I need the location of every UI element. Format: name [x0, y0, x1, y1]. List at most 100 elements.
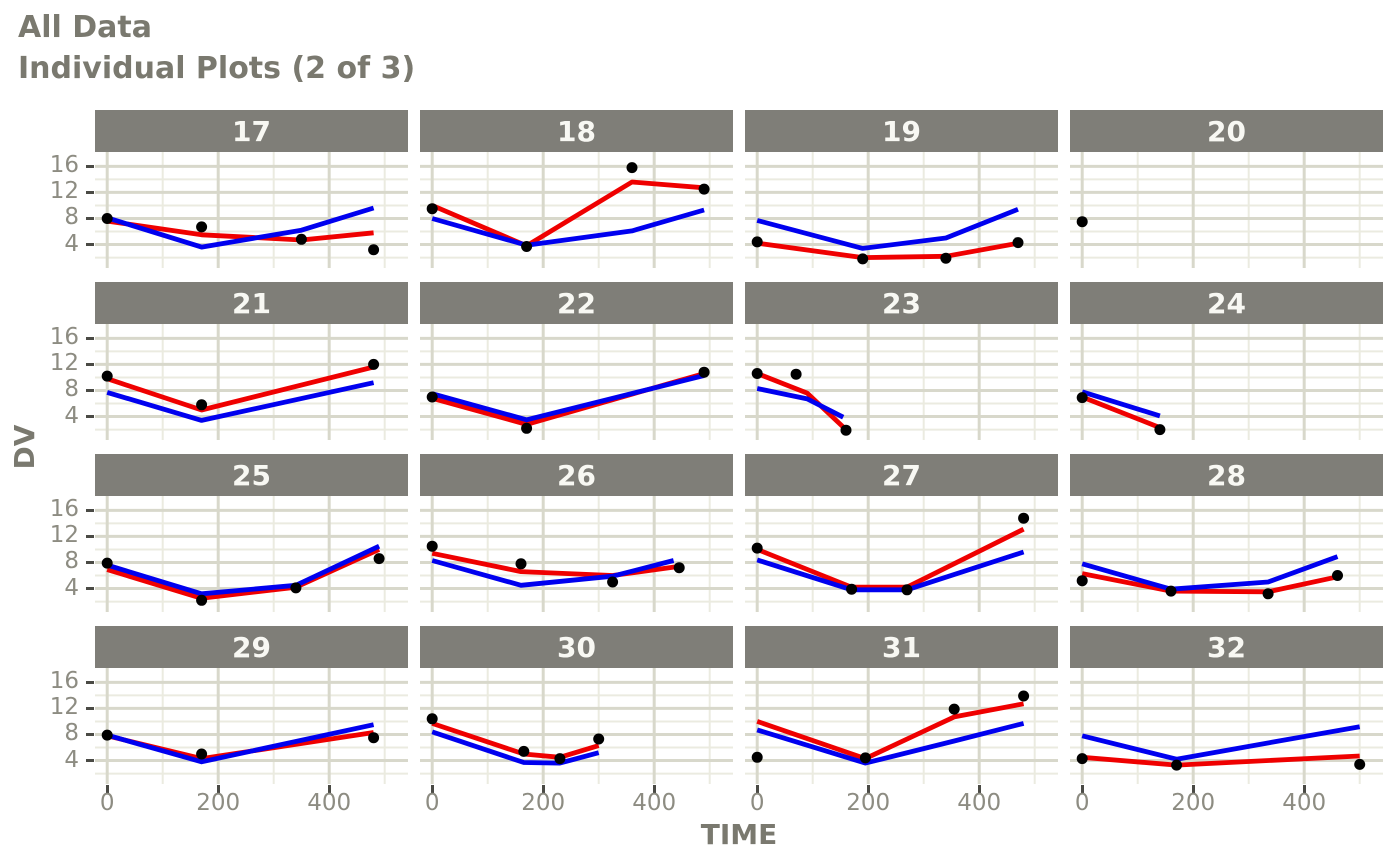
obs-point [101, 213, 113, 224]
x-tick-mark [1191, 785, 1195, 793]
pred-line [431, 558, 675, 588]
facet-cell-22: 22 [420, 282, 733, 440]
x-tick-label: 200 [196, 790, 241, 816]
obs-point [751, 751, 763, 763]
x-tick-mark [541, 785, 545, 793]
facet-panel [745, 152, 1058, 268]
x-tick-mark [327, 785, 331, 793]
facet-panel: 16 12 8 4 0 200 400 [50, 668, 408, 815]
obs-point [1076, 575, 1088, 587]
pred-line [756, 207, 1019, 251]
obs-point [1076, 216, 1088, 228]
facet-plot-svg [1070, 668, 1383, 784]
y-tick-label: 16 [49, 496, 79, 523]
obs-point [790, 368, 802, 380]
y-tick-label: 12 [49, 350, 79, 377]
y-tick-label: 12 [49, 694, 79, 721]
pred-line [1081, 554, 1339, 592]
y-tick-label: 8 [64, 376, 79, 403]
y-tick-label: 4 [64, 402, 79, 429]
x-tick-mark [977, 785, 981, 793]
facet-strip: 29 [95, 626, 408, 668]
ipred-line [431, 550, 680, 578]
x-tick-label: 0 [749, 790, 765, 816]
x-tick-label: 200 [846, 790, 891, 816]
facet-plot-svg [745, 152, 1058, 268]
obs-point [521, 241, 533, 252]
obs-point [101, 557, 113, 569]
obs-point [426, 540, 438, 552]
y-tick-mark [86, 415, 94, 419]
page-title: All Data [18, 10, 152, 45]
facet-cell-32: 32 0 200 400 [1070, 626, 1383, 815]
plot-header: All Data Individual Plots (2 of 3) [18, 8, 415, 89]
obs-point [426, 391, 438, 403]
facet-panel: 0 200 400 [745, 668, 1058, 815]
obs-point [196, 221, 208, 233]
y-tick-label: 8 [64, 548, 79, 575]
x-tick-label: 0 [424, 790, 440, 816]
obs-point [101, 370, 113, 382]
obs-point [698, 366, 710, 378]
x-tick-mark [105, 785, 109, 793]
facet-plot-svg [420, 496, 733, 612]
pred-line [1081, 724, 1361, 762]
facet-strip: 19 [745, 110, 1058, 152]
facet-strip: 21 [95, 282, 408, 324]
y-tick-mark [86, 534, 94, 538]
y-tick-label: 16 [49, 668, 79, 695]
obs-point [196, 594, 208, 606]
obs-point [901, 584, 913, 596]
facet-plot-svg [745, 324, 1058, 440]
facet-plot-svg [745, 496, 1058, 612]
facet-cell-21: 21 16 12 8 4 [50, 282, 408, 440]
facet-plot-svg [95, 496, 408, 612]
pred-line [756, 386, 845, 420]
facet-panel [745, 496, 1058, 612]
page-subtitle: Individual Plots (2 of 3) [18, 50, 416, 86]
ipred-line [431, 179, 705, 249]
y-tick-label: 16 [49, 152, 79, 179]
obs-point [593, 733, 605, 745]
y-tick-mark [86, 388, 94, 392]
obs-point [751, 236, 763, 248]
y-tick-mark [86, 190, 94, 194]
y-tick-mark [86, 336, 94, 340]
obs-point [1076, 392, 1088, 404]
obs-point [196, 748, 208, 760]
y-tick-label: 4 [64, 230, 79, 257]
obs-point [1262, 588, 1274, 600]
facet-plot-svg [1070, 152, 1383, 268]
pred-line [431, 207, 705, 248]
facet-strip: 27 [745, 454, 1058, 496]
facet-cell-23: 23 [745, 282, 1058, 440]
facet-strip: 17 [95, 110, 408, 152]
facet-cell-30: 30 0 200 400 [420, 626, 733, 815]
ipred-line [431, 721, 600, 760]
obs-point [101, 729, 113, 741]
y-tick-label: 8 [64, 720, 79, 747]
facet-cell-24: 24 [1070, 282, 1383, 440]
obs-point [1012, 237, 1024, 249]
x-tick-label: 200 [521, 790, 566, 816]
obs-point [846, 583, 858, 595]
ipred-line [756, 701, 1025, 761]
facet-cell-28: 28 [1070, 454, 1383, 612]
obs-point [426, 203, 438, 215]
facet-cell-17: 17 16 12 8 4 [50, 110, 408, 268]
facet-plot-svg [1070, 324, 1383, 440]
facet-strip: 22 [420, 282, 733, 324]
obs-point [515, 558, 527, 570]
x-axis-title: TIME [700, 818, 778, 851]
facet-grid: 17 16 12 8 4 18 19 20 21 16 12 8 4 22 23 24 25 16 12 8 4 26 27… [50, 110, 1383, 815]
obs-point [751, 368, 763, 379]
pred-line [756, 549, 1025, 593]
x-tick-mark [652, 785, 656, 793]
x-tick-label: 400 [307, 790, 352, 816]
facet-panel: 16 12 8 4 [50, 152, 408, 268]
pred-line [1081, 389, 1161, 419]
pred-line [431, 373, 705, 423]
ipred-line [756, 371, 845, 429]
pred-line [106, 205, 375, 250]
